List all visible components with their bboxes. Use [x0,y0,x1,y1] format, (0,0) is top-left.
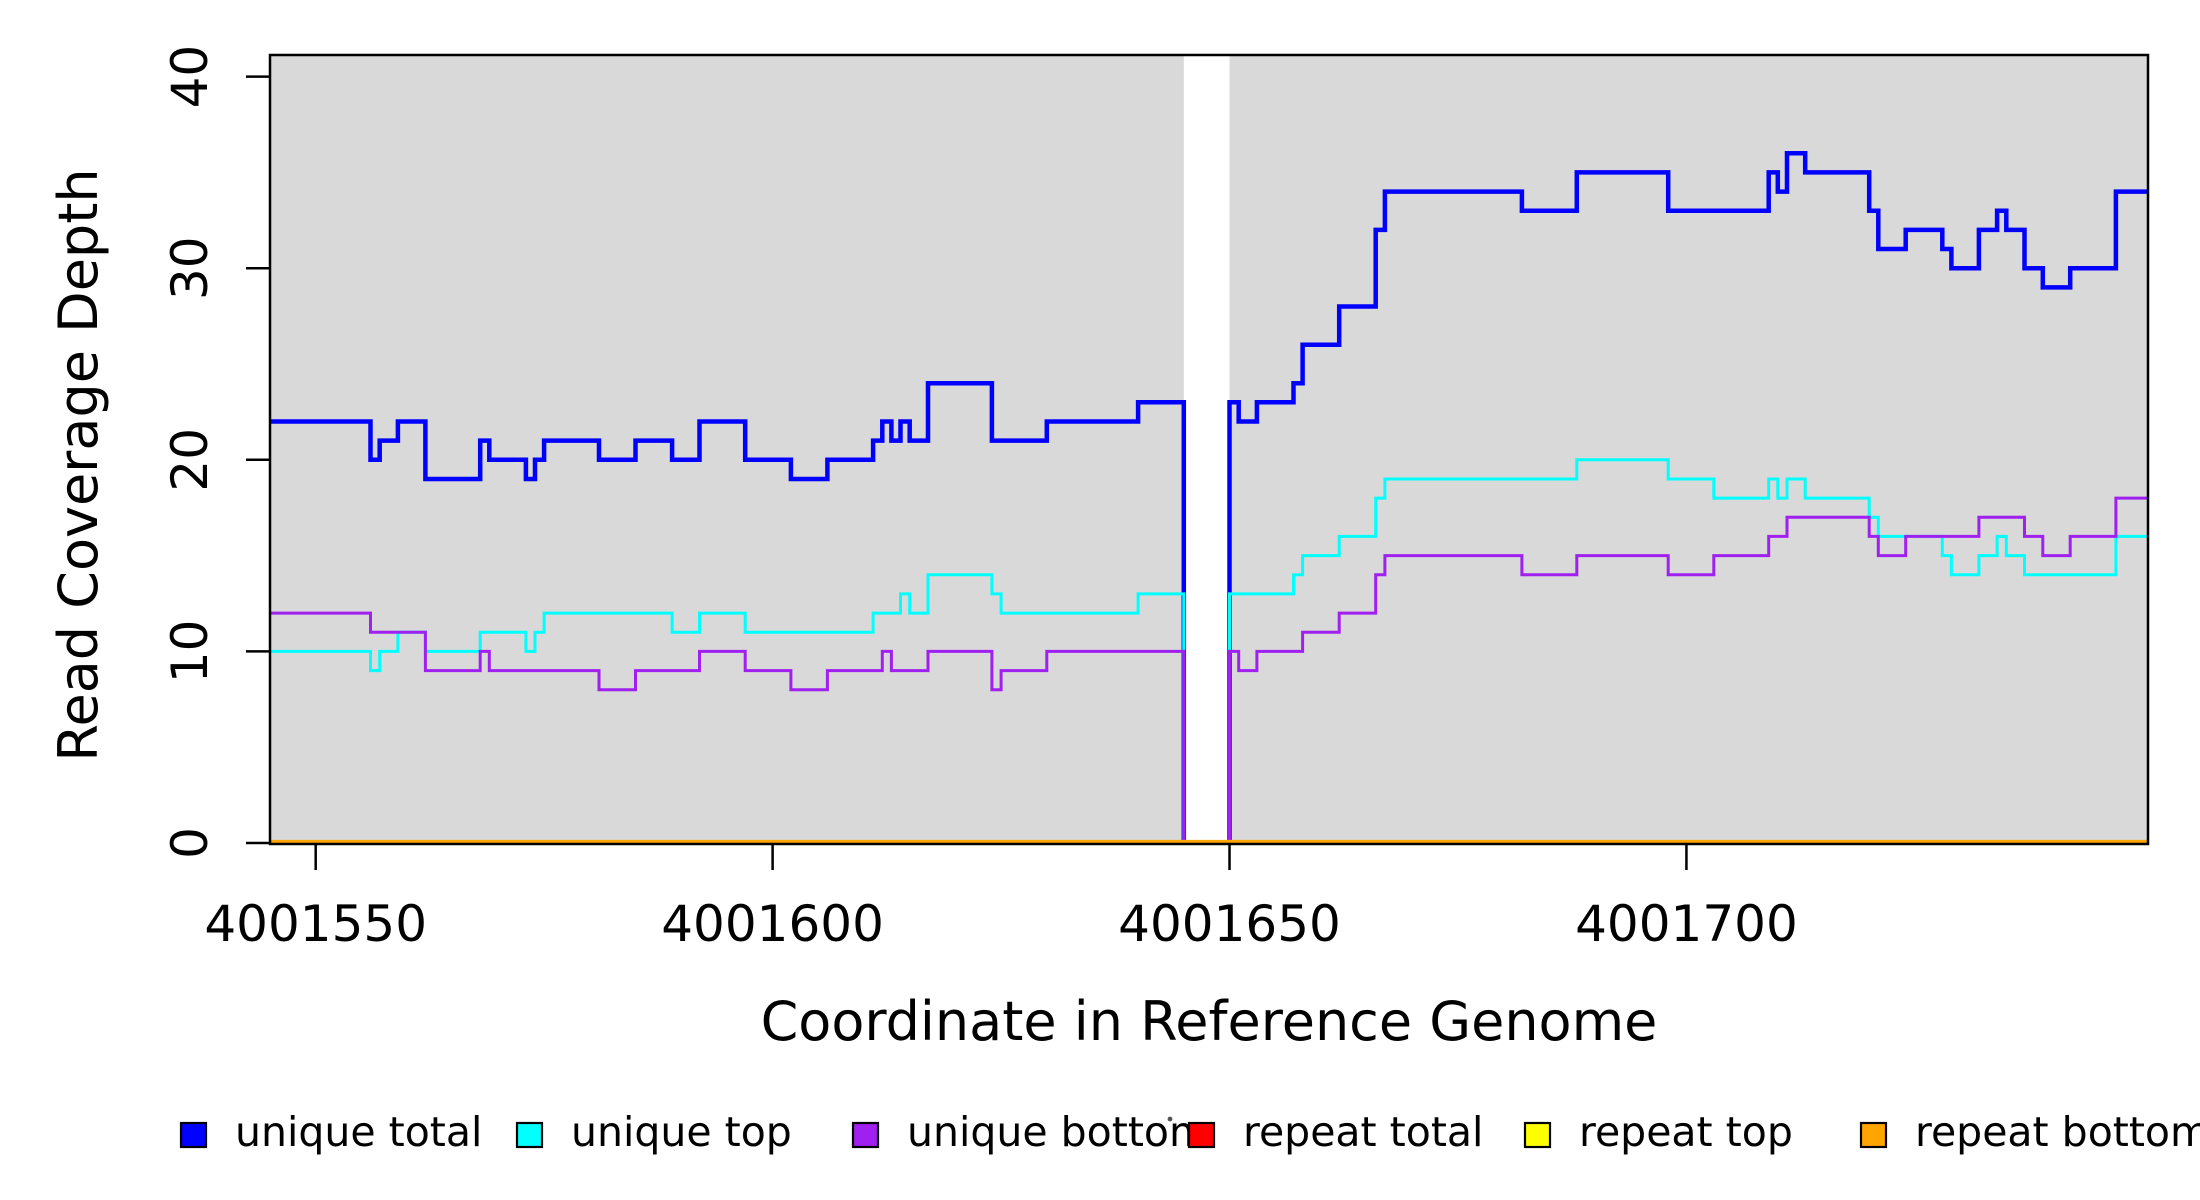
legend-label-repeat-top: repeat top [1579,1108,1793,1156]
legend-label-unique-bottom: unique bottom [907,1108,1209,1156]
y-axis-tick-label: 20 [161,428,219,492]
legend-swatch-repeat-bottom [1859,1121,1888,1149]
y-axis-title: Read Coverage Depth [47,168,110,761]
x-axis-tick-label: 4001550 [204,895,427,953]
legend-swatch-unique-bottom [851,1121,880,1149]
legend-swatch-unique-top [515,1121,544,1149]
plot-border [268,53,2150,846]
x-axis-tick-label: 4001600 [661,895,884,953]
legend-label-unique-top: unique top [571,1108,792,1156]
legend-label-repeat-total: repeat total [1243,1108,1483,1156]
legend-swatch-repeat-total [1187,1121,1216,1149]
x-axis-tick-label: 4001700 [1575,895,1798,953]
stray-mark [1167,1116,1173,1122]
y-axis-tick-label: 0 [161,827,219,859]
y-axis-tick-label: 40 [161,45,219,109]
x-axis-tick-label: 4001650 [1118,895,1341,953]
y-axis-tick-label: 30 [161,236,219,300]
coverage-gap-region [1183,55,1230,843]
legend-swatch-unique-total [179,1121,208,1149]
legend-label-unique-total: unique total [235,1108,482,1156]
series-line-unique-top [270,458,2147,844]
y-axis-tick-label: 10 [161,620,219,684]
series-line-unique-bottom [270,496,2147,844]
legend-swatch-repeat-top [1523,1121,1552,1149]
x-axis-title: Coordinate in Reference Genome [761,990,1658,1053]
legend-label-repeat-bottom: repeat bottom [1915,1108,2200,1156]
